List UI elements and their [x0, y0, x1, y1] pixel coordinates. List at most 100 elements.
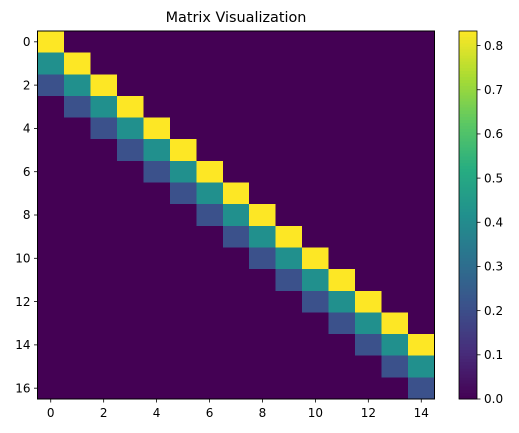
colorbar-segment: [459, 89, 477, 93]
heatmap-cell: [381, 204, 409, 227]
colorbar-segment: [459, 270, 477, 274]
y-tick-label: 4: [23, 122, 31, 136]
colorbar-segment: [459, 371, 477, 375]
colorbar-segment: [459, 43, 477, 47]
heatmap-cell: [196, 334, 224, 357]
heatmap-cell: [302, 269, 330, 292]
heatmap-cell: [90, 269, 118, 292]
heatmap-cell: [63, 355, 91, 378]
heatmap-cell: [408, 139, 435, 162]
heatmap-cell: [381, 74, 409, 97]
colorbar-segment: [459, 31, 477, 35]
heatmap-cell: [143, 290, 171, 313]
heatmap-cell: [222, 290, 250, 313]
heatmap-cell: [63, 117, 91, 140]
y-tick-label: 10: [15, 251, 30, 265]
heatmap-cell: [275, 139, 303, 162]
heatmap-cell: [90, 225, 118, 248]
heatmap-cell: [169, 117, 197, 140]
colorbar-segment: [459, 264, 477, 268]
colorbar-segment: [459, 144, 477, 149]
colorbar-segment: [459, 61, 477, 66]
heatmap-cell: [222, 139, 250, 162]
heatmap-cell: [328, 312, 356, 335]
heatmap-cell: [169, 225, 197, 248]
heatmap-cell: [222, 204, 250, 227]
heatmap-cell: [302, 204, 330, 227]
heatmap-cell: [222, 334, 250, 357]
colorbar-segment: [459, 49, 477, 53]
heatmap-cell: [196, 355, 224, 378]
heatmap-cell: [355, 74, 382, 97]
heatmap-cell: [143, 334, 171, 357]
colorbar-segment: [459, 95, 477, 99]
heatmap-cell: [37, 117, 65, 140]
heatmap-cell: [328, 204, 356, 227]
heatmap-cell: [328, 269, 356, 292]
heatmap-cell: [196, 204, 224, 227]
heatmap-cell: [90, 355, 118, 378]
colorbar-segment: [459, 169, 477, 173]
heatmap-cell: [63, 139, 91, 162]
colorbar-segment: [459, 184, 477, 188]
heatmap-cell: [275, 160, 303, 183]
colorbar-segment: [459, 37, 477, 41]
colorbar-segment: [459, 107, 477, 112]
heatmap-cell: [302, 377, 330, 400]
colorbar-tick-label: 0.0: [484, 392, 503, 406]
heatmap-cell: [90, 204, 118, 227]
heatmap-cell: [143, 247, 171, 270]
heatmap-cell: [143, 139, 171, 162]
colorbar-segment: [459, 181, 477, 185]
heatmap-cell: [37, 74, 65, 97]
heatmap-cell: [328, 377, 356, 400]
heatmap-cell: [222, 31, 250, 54]
heatmap-cell: [222, 225, 250, 248]
colorbar-segment: [459, 55, 477, 60]
heatmap-cell: [381, 160, 409, 183]
heatmap-cell: [90, 377, 118, 400]
colorbar-segment: [459, 392, 477, 397]
heatmap-cell: [275, 225, 303, 248]
colorbar-segment: [459, 187, 477, 191]
colorbar-segment: [459, 92, 477, 96]
heatmap-cell: [249, 334, 277, 357]
colorbar-segment: [459, 319, 477, 323]
heatmap-cell: [116, 204, 144, 227]
heatmap-cell: [169, 247, 197, 270]
colorbar-segment: [459, 211, 477, 216]
heatmap-cell: [302, 312, 330, 335]
colorbar-segment: [459, 334, 477, 339]
x-tick-label: 12: [361, 406, 376, 420]
heatmap-cell: [196, 182, 224, 205]
colorbar-segment: [459, 126, 477, 130]
colorbar-segment: [459, 359, 477, 363]
heatmap-cell: [302, 334, 330, 357]
colorbar-frame: [458, 30, 478, 400]
colorbar-segment: [459, 346, 477, 351]
colorbar-segment: [459, 285, 477, 290]
heatmap-cell: [116, 377, 144, 400]
heatmap-cell: [408, 355, 435, 378]
colorbar-segment: [459, 300, 477, 305]
heatmap-cell: [90, 290, 118, 313]
colorbar-segment: [459, 58, 477, 63]
colorbar-segment: [459, 368, 477, 372]
heatmap-cell: [381, 269, 409, 292]
heatmap-cell: [143, 74, 171, 97]
heatmap-cell: [116, 355, 144, 378]
heatmap-cell: [381, 312, 409, 335]
y-tick-label: 2: [23, 78, 31, 92]
heatmap-cell: [143, 312, 171, 335]
heatmap-cell: [169, 31, 197, 54]
colorbar-segment: [459, 316, 477, 320]
heatmap-cell: [355, 377, 382, 400]
colorbar-segment: [459, 193, 477, 198]
heatmap-cell: [222, 52, 250, 75]
heatmap-cell: [275, 334, 303, 357]
heatmap-cell: [222, 312, 250, 335]
heatmap-cell: [196, 269, 224, 292]
heatmap-cell: [381, 377, 409, 400]
heatmap-cell: [249, 355, 277, 378]
colorbar-segment: [459, 67, 477, 72]
